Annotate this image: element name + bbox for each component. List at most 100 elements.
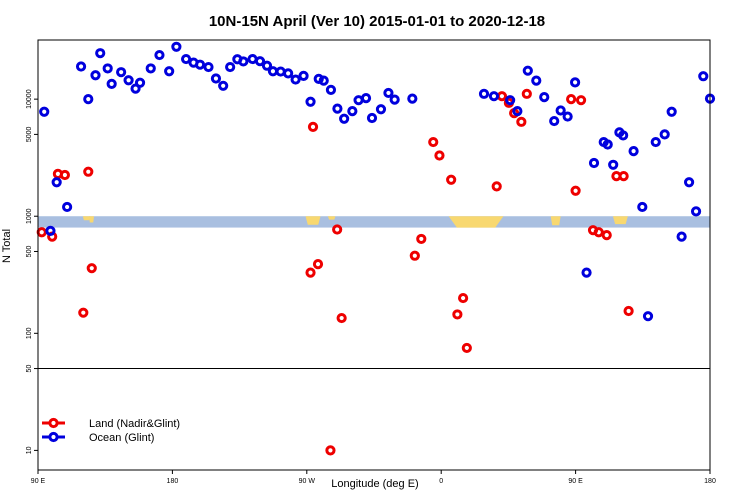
plot-area: [38, 40, 710, 470]
continent-shape: [550, 216, 561, 226]
ocean-point: [478, 88, 490, 99]
land-band-layer: [38, 216, 710, 228]
ocean-point: [549, 115, 560, 127]
ocean-point: [325, 84, 337, 95]
land-point: [618, 171, 629, 182]
ocean-point: [562, 111, 573, 122]
ocean-point: [588, 157, 600, 169]
ocean-point: [75, 61, 87, 72]
ocean-point: [698, 71, 709, 82]
x-axis-label: Longitude (deg E): [331, 478, 418, 490]
land-point: [452, 309, 463, 320]
continent-shape: [612, 216, 628, 225]
ocean-point: [683, 177, 695, 188]
land-point: [428, 136, 439, 148]
ocean-point: [676, 231, 687, 242]
legend: Land (Nadir&Glint) Ocean (Glint): [42, 417, 180, 444]
ocean-points: [39, 41, 716, 322]
land-point: [570, 185, 581, 196]
ocean-point: [318, 75, 329, 86]
ocean-point: [254, 56, 266, 67]
land-point: [623, 305, 634, 317]
continent-shape: [305, 216, 321, 225]
ocean-point: [123, 75, 134, 86]
ocean-point: [488, 91, 500, 102]
y-tick-label: 5000: [26, 126, 33, 142]
land-point: [307, 121, 319, 132]
ocean-point: [203, 61, 214, 73]
ocean-point: [628, 145, 639, 157]
ocean-point: [95, 48, 106, 59]
ocean-point: [690, 206, 702, 217]
land-point: [312, 259, 324, 270]
x-tick-label: 90 E: [31, 478, 46, 485]
land-point: [59, 169, 70, 181]
ocean-point: [383, 87, 394, 99]
ocean-point: [171, 41, 182, 52]
y-axis: 10 50 100 500 1000 5000 10000: [26, 89, 38, 454]
land-point: [593, 227, 604, 238]
ocean-point: [637, 201, 648, 213]
ocean-point: [389, 94, 400, 105]
ocean-point: [522, 65, 533, 76]
ocean-point: [360, 93, 372, 104]
ocean-point: [555, 105, 566, 116]
legend-label: Ocean (Glint): [89, 432, 154, 444]
ocean-point: [642, 311, 654, 322]
ocean-point: [339, 113, 350, 124]
ocean-point: [659, 129, 670, 140]
land-point: [461, 342, 472, 354]
land-point: [575, 95, 587, 106]
y-axis-label: N Total: [1, 229, 13, 263]
ocean-point: [238, 56, 249, 67]
land-point: [516, 116, 527, 127]
ocean-point: [145, 63, 156, 74]
ocean-point: [650, 136, 661, 148]
ocean-point: [45, 225, 56, 236]
land-point: [566, 94, 577, 105]
ocean-point: [347, 106, 358, 117]
ocean-point: [332, 103, 343, 114]
y-tick-label: 50: [26, 365, 33, 373]
ocean-point: [106, 78, 117, 89]
ocean-point: [218, 80, 229, 91]
continent-shape: [82, 216, 91, 221]
ocean-point: [602, 139, 613, 150]
land-point: [305, 267, 316, 278]
legend-swatch-marker: [48, 417, 59, 429]
ocean-point: [298, 70, 309, 81]
x-tick-label: 180: [704, 478, 716, 485]
ocean-point: [570, 77, 581, 88]
land-point: [409, 250, 420, 261]
y-tick-label: 1000: [26, 208, 33, 224]
ocean-point: [581, 267, 592, 278]
ocean-point: [134, 77, 146, 88]
ocean-point: [164, 66, 175, 77]
ocean-point: [366, 112, 378, 124]
continent-shape: [327, 216, 336, 220]
ocean-point: [539, 92, 550, 103]
y-tick-label: 500: [26, 246, 33, 258]
ocean-point: [313, 73, 324, 84]
ocean-point: [180, 53, 192, 65]
ocean-point: [116, 67, 127, 78]
land-point: [601, 229, 612, 241]
land-point: [458, 292, 469, 304]
x-tick-label: 90 W: [299, 478, 316, 485]
land-point: [434, 150, 445, 161]
ocean-point: [305, 96, 316, 107]
land-point: [86, 263, 97, 274]
land-point: [78, 307, 89, 318]
ocean-point: [261, 60, 273, 71]
x-tick-label: 180: [167, 478, 179, 485]
legend-label: Land (Nadir&Glint): [89, 418, 180, 430]
land-point: [336, 312, 347, 324]
ocean-point: [51, 177, 62, 188]
continent-shape: [448, 216, 504, 228]
x-axis: 90 E 180 90 W 0 90 E 180: [31, 470, 716, 485]
land-point: [416, 233, 427, 245]
y-tick-label: 100: [26, 327, 33, 339]
continent-shape: [89, 216, 94, 223]
ocean-point: [407, 93, 418, 104]
